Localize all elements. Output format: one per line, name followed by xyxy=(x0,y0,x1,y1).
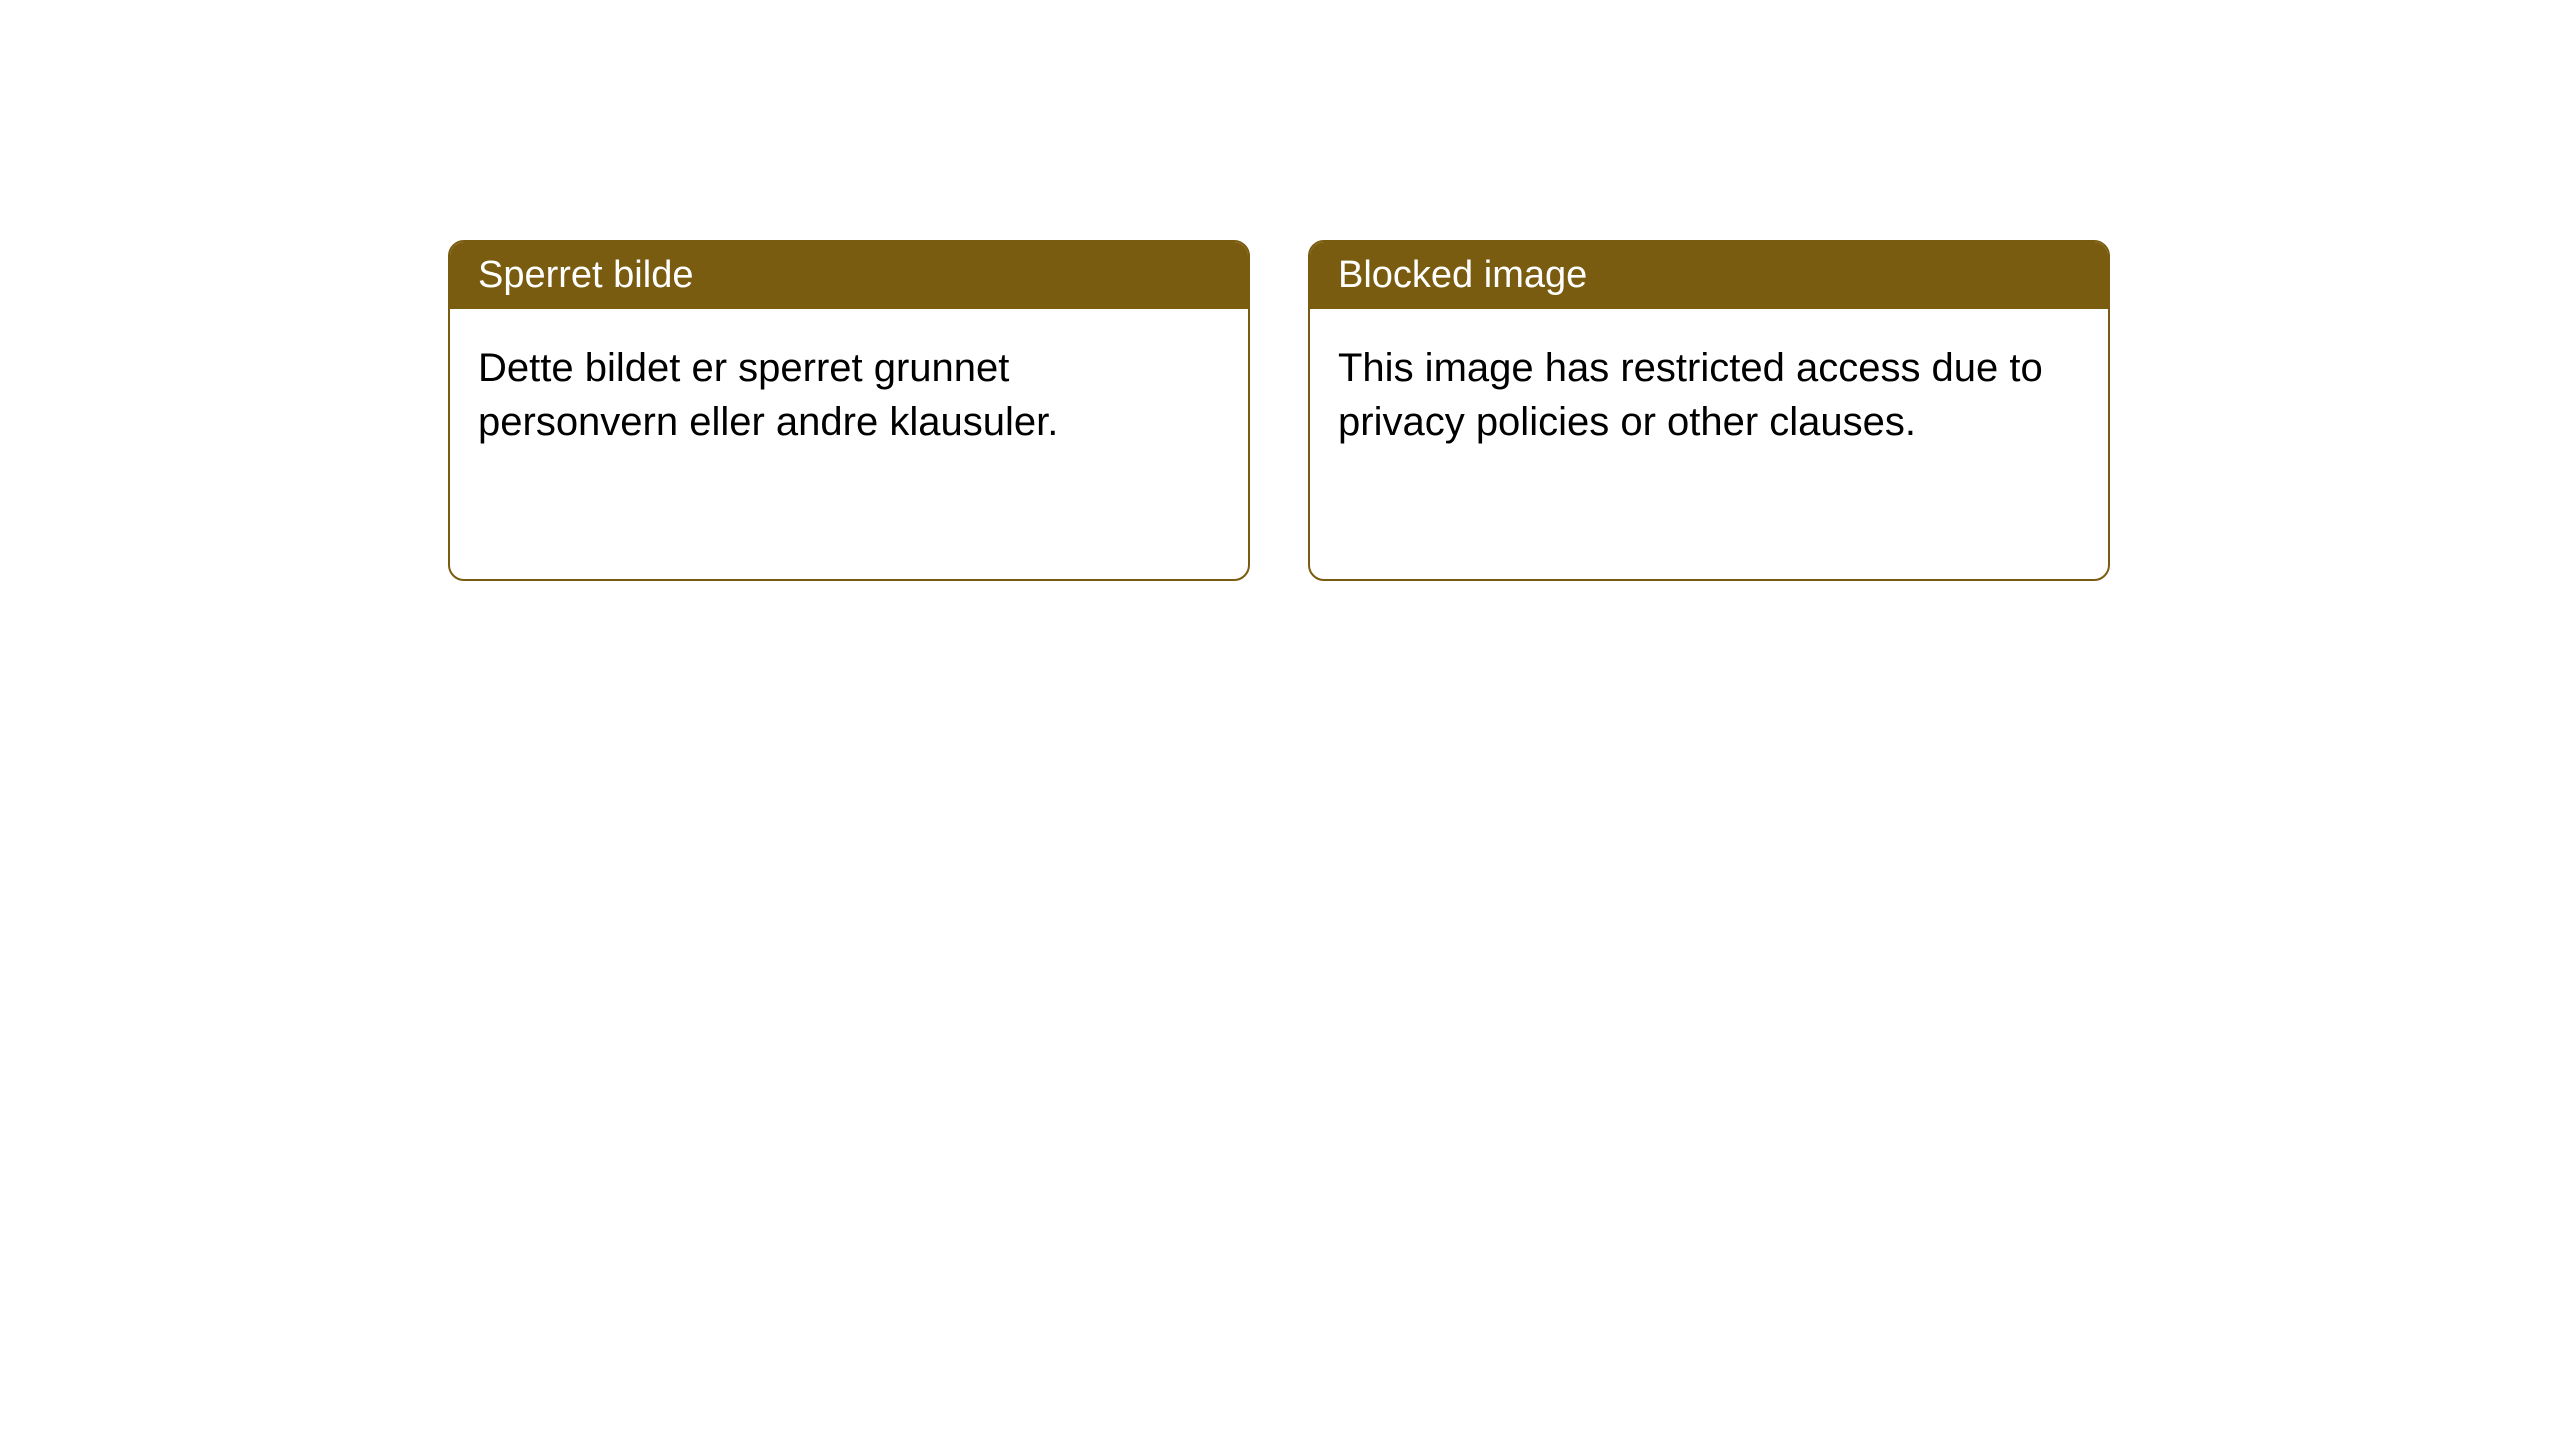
notice-container: Sperret bilde Dette bildet er sperret gr… xyxy=(448,240,2110,581)
notice-card-english: Blocked image This image has restricted … xyxy=(1308,240,2110,581)
notice-body-norwegian: Dette bildet er sperret grunnet personve… xyxy=(450,309,1248,579)
notice-header-norwegian: Sperret bilde xyxy=(450,242,1248,309)
notice-header-english: Blocked image xyxy=(1310,242,2108,309)
notice-card-norwegian: Sperret bilde Dette bildet er sperret gr… xyxy=(448,240,1250,581)
notice-body-english: This image has restricted access due to … xyxy=(1310,309,2108,579)
